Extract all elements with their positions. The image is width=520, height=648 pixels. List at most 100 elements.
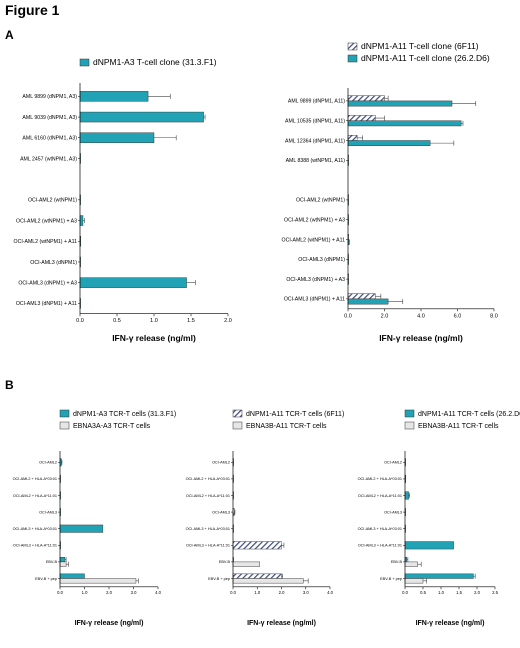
category-label: EBV-B [219, 560, 231, 564]
x-axis-label: IFN-γ release (ng/ml) [416, 620, 485, 627]
bar [79, 111, 204, 123]
category-label: OCI-AML3 + HLA-A*03:01 [358, 527, 402, 531]
x-axis-label: IFN-γ release (ng/ml) [112, 333, 196, 343]
legend-swatch [59, 409, 70, 418]
legend-swatch [347, 54, 358, 63]
x-tick-label: 4.0 [155, 590, 161, 595]
category-label: OCI-AML3 + HLA-A*03:01 [186, 527, 230, 531]
bar [232, 578, 304, 584]
bar [404, 561, 418, 567]
panel-b-label: B [5, 378, 14, 392]
category-label: AML 9039 (dNPM1, A3) [22, 115, 77, 121]
x-tick-label: 1.5 [187, 318, 195, 324]
x-tick-label: 1.0 [82, 590, 88, 595]
category-label: OCI-AML2 (wtNPM1) + A3 [284, 218, 345, 224]
category-label: OCI-AML3 + HLA-A*11:01 [186, 544, 230, 548]
bar [232, 573, 282, 579]
chart-b2: dNPM1-A11 TCR-T cells (6F11) EBNA3B-A11 T… [186, 409, 344, 627]
category-label: OCI-AML3 (dNPM1) + A3 [18, 280, 77, 286]
chart-a2: dNPM1-A11 T-cell clone (6F11) dNPM1-A11 T… [282, 41, 498, 343]
category-label: OCI-AML2 [212, 461, 230, 465]
x-tick-label: 3.0 [131, 590, 137, 595]
category-label: OCI-AML3 [212, 510, 230, 514]
category-label: AML 12364 (dNPM1, A11) [285, 138, 345, 144]
x-tick-label: 1.0 [254, 590, 260, 595]
category-label: OCI-AML3 + HLA-A*11:01 [358, 544, 402, 548]
category-label: OCI-AML2 + HLA-A*03:01 [358, 477, 402, 481]
bar [232, 541, 282, 550]
bar [59, 573, 85, 579]
category-label: OCI-AML3 (dNPM1) [298, 257, 345, 263]
x-tick-label: 0.0 [57, 590, 63, 595]
bar [59, 561, 67, 567]
legend-label: dNPM1-A3 TCR-T cells (31.3.F1) [73, 411, 176, 418]
bar [347, 95, 385, 102]
category-label: OCI-AML3 [39, 510, 57, 514]
bar [404, 578, 424, 584]
x-tick-label: 8.0 [490, 313, 498, 319]
category-label: AML 10535 (dNPM1, A11) [285, 119, 345, 125]
bar [347, 135, 358, 141]
category-label: OCI-AML3 (dNPM1) + A3 [286, 277, 345, 283]
category-label: OCI-AML2 + HLA-A*03:01 [13, 477, 57, 481]
category-label: OCI-AML2 (wtNPM1) + A3 [16, 218, 77, 224]
legend-swatch [232, 421, 243, 430]
legend-label: EBNA3B-A11 TCR-T cells [418, 423, 499, 430]
bar [347, 298, 389, 305]
bar [347, 120, 462, 127]
x-tick-label: 0.0 [230, 590, 236, 595]
legend-swatch [404, 421, 415, 430]
x-tick-label: 1.5 [456, 590, 462, 595]
x-tick-label: 0.0 [344, 313, 352, 319]
category-label: EBV-B + pep [208, 577, 230, 581]
legend-label: EBNA3A-A3 TCR-T cells [73, 423, 151, 430]
x-tick-label: 4.0 [417, 313, 425, 319]
category-label: OCI-AML3 (dNPM1) + A11 [284, 297, 345, 303]
x-tick-label: 2.0 [224, 318, 232, 324]
category-label: OCI-AML2 + HLA-A*11:01 [186, 494, 230, 498]
category-label: AML 8388 (wtNPM1, A11) [286, 158, 346, 164]
chart-b1: dNPM1-A3 TCR-T cells (31.3.F1) EBNA3A-A3 … [13, 409, 176, 627]
bar [404, 541, 454, 550]
legend-label: dNPM1-A11 TCR-T cells (6F11) [246, 411, 344, 418]
legend-swatch [232, 409, 243, 418]
category-label: OCI-AML2 + HLA-A*11:01 [13, 494, 57, 498]
category-label: OCI-AML2 (wtNPM1) + A11 [14, 239, 78, 245]
legend-label: dNPM1-A3 T-cell clone (31.3.F1) [93, 57, 217, 67]
x-axis-label: IFN-γ release (ng/ml) [75, 620, 144, 627]
legend-label: EBNA3B-A11 TCR-T cells [246, 423, 327, 430]
x-tick-label: 0.5 [113, 318, 121, 324]
legend-swatch [79, 58, 90, 67]
bar [232, 561, 260, 567]
legend-label: dNPM1-A11 T-cell clone (26.2.D6) [361, 53, 490, 63]
chart-b3: dNPM1-A11 TCR-T cells (26.2.D6) EBNA3B-A1… [358, 409, 520, 627]
x-tick-label: 4.0 [327, 590, 333, 595]
legend-label: dNPM1-A11 T-cell clone (6F11) [361, 41, 479, 51]
x-axis-label: IFN-γ release (ng/ml) [379, 333, 463, 343]
legend-swatch [59, 421, 70, 430]
panel-a-label: A [5, 28, 14, 42]
bar [404, 573, 474, 579]
category-label: OCI-AML2 [384, 461, 402, 465]
bar [59, 524, 104, 533]
bar [347, 115, 376, 121]
category-label: AML 9899 (dNPM1, A3) [22, 94, 77, 100]
bar [79, 277, 187, 288]
category-label: OCI-AML3 (dNPM1) + A11 [16, 301, 77, 307]
category-label: OCI-AML3 + HLA-A*11:01 [13, 544, 57, 548]
category-label: OCI-AML3 [384, 510, 402, 514]
category-label: EBV-B + pep [380, 577, 402, 581]
category-label: AML 9899 (dNPM1, A11) [288, 99, 345, 105]
category-label: OCI-AML2 (wtNPM1) [296, 198, 345, 204]
category-label: OCI-AML2 (wtNPM1) + A11 [282, 237, 346, 243]
legend-swatch [404, 409, 415, 418]
figure-title: Figure 1 [5, 2, 60, 18]
category-label: AML 2457 (wtNPM1, A3) [20, 156, 77, 162]
bar [59, 578, 137, 584]
x-tick-label: 2.5 [492, 590, 498, 595]
x-tick-label: 2.0 [279, 590, 285, 595]
bar [79, 91, 149, 102]
x-tick-label: 3.0 [303, 590, 309, 595]
bar [59, 557, 66, 563]
